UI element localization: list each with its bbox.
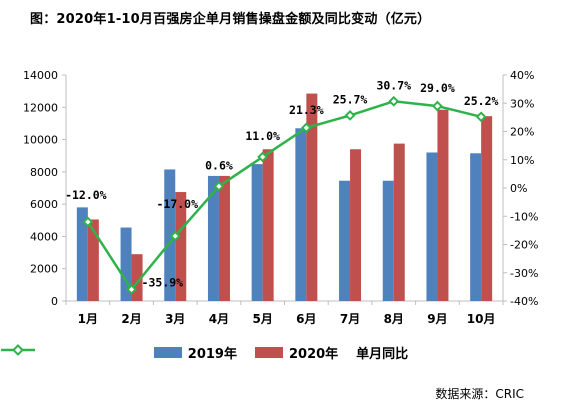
data-source: 数据来源：CRIC <box>435 387 524 401</box>
yoy-data-label: -12.0% <box>65 188 107 202</box>
yoy-data-label: -17.0% <box>156 197 198 211</box>
y-left-tick-label: 10000 <box>23 134 58 147</box>
yoy-point <box>344 109 356 121</box>
bar-2019 <box>339 180 351 301</box>
bar-2020 <box>393 143 405 301</box>
x-tick-label: 7月 <box>340 312 360 326</box>
yoy-data-label: 25.7% <box>333 92 368 106</box>
legend-label-yoy: 单月同比 <box>356 347 409 362</box>
yoy-data-label: 30.7% <box>376 78 411 92</box>
yoy-point <box>257 151 269 163</box>
yoy-data-label: 21.3% <box>289 103 324 117</box>
bar-2019 <box>382 180 394 301</box>
legend-swatch-2019 <box>153 347 182 358</box>
y-right-tick-label: -10% <box>510 210 538 223</box>
y-right-tick-label: 10% <box>510 154 534 167</box>
legend-item-2019: 2019年 <box>153 343 237 362</box>
x-tick-label: 9月 <box>427 312 447 326</box>
legend-item-2020: 2020年 <box>254 343 339 362</box>
y-right-tick-label: 30% <box>510 97 534 110</box>
legend-label-2019: 2019年 <box>187 347 237 362</box>
bar-2020 <box>131 254 143 301</box>
y-left-tick-label: 6000 <box>30 198 58 211</box>
bar-2019 <box>164 169 176 301</box>
yoy-point <box>388 95 400 107</box>
legend-swatch-2020 <box>254 347 283 358</box>
y-left-tick-label: 4000 <box>30 230 58 243</box>
legend-line-marker <box>1 344 35 356</box>
chart-title: 图：2020年1-10月百强房企单月销售操盘金额及同比变动（亿元） <box>30 12 431 27</box>
yoy-data-label: 29.0% <box>420 81 455 95</box>
y-right-tick-label: -40% <box>510 295 538 308</box>
bar-2020 <box>481 116 493 302</box>
bar-2020 <box>437 109 449 301</box>
y-right-tick-label: -20% <box>510 239 538 252</box>
legend-label-2020: 2020年 <box>288 347 339 362</box>
bar-2019 <box>470 153 482 301</box>
yoy-point <box>432 100 443 112</box>
yoy-line <box>86 100 482 292</box>
yoy-point <box>169 230 181 242</box>
y-right-tick-label: 40% <box>510 69 534 82</box>
x-tick-label: 6月 <box>296 312 316 326</box>
bar-2019 <box>426 152 438 301</box>
legend-item-yoy: 单月同比 <box>1 343 409 362</box>
yoy-point <box>82 216 94 228</box>
bar-2020 <box>218 175 230 301</box>
y-left-tick-label: 0 <box>51 295 58 308</box>
x-tick-label: 3月 <box>165 312 185 326</box>
x-tick-label: 10月 <box>467 312 496 326</box>
bar-2019 <box>251 164 263 301</box>
yoy-point <box>475 111 487 123</box>
bar-2019 <box>295 128 307 301</box>
x-tick-label: 2月 <box>121 312 141 326</box>
bar-2020 <box>87 219 99 301</box>
yoy-data-label: 25.2% <box>464 94 499 108</box>
x-tick-label: 4月 <box>209 312 229 326</box>
yoy-data-label: 0.6% <box>205 158 233 172</box>
bar-2020 <box>175 192 187 301</box>
bar-2019 <box>120 227 132 301</box>
yoy-data-label: -35.9% <box>142 275 184 289</box>
y-left-tick-label: 2000 <box>30 263 58 276</box>
chart-legend: 2019年 2020年 单月同比 <box>0 343 562 362</box>
bar-2020 <box>262 149 274 301</box>
bar-2019 <box>207 175 219 301</box>
bar-2019 <box>76 207 88 301</box>
bar-2020 <box>306 93 318 301</box>
y-left-tick-label: 8000 <box>30 166 58 179</box>
y-right-tick-label: 0% <box>510 182 527 195</box>
yoy-point <box>126 284 137 295</box>
x-tick-label: 8月 <box>384 312 404 326</box>
y-right-tick-label: -30% <box>510 267 538 280</box>
yoy-point <box>300 122 312 134</box>
x-tick-label: 1月 <box>78 312 98 326</box>
y-left-tick-label: 12000 <box>23 101 58 114</box>
x-tick-label: 5月 <box>252 312 272 326</box>
y-right-tick-label: 20% <box>510 126 534 139</box>
bar-2020 <box>350 149 362 301</box>
yoy-data-label: 11.0% <box>245 129 280 143</box>
yoy-point <box>213 180 225 192</box>
y-left-tick-label: 14000 <box>23 69 58 82</box>
